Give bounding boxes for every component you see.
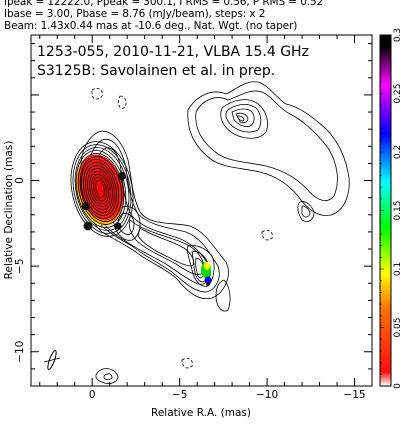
- axis-tick-labels: 0 −5 −10 −15 0 −5 −10: [14, 177, 366, 401]
- colorbar-tick-label: 0.15: [393, 200, 403, 220]
- core-contours: [70, 141, 134, 237]
- colorbar-tick-label: 0.2: [393, 145, 403, 159]
- plot-subtitle: S3125B: Savolainen et al. in prep.: [37, 63, 275, 79]
- colorbar-tick-label: 0: [393, 383, 403, 389]
- beam-ellipse: [47, 350, 57, 370]
- y-tick-label: −10: [14, 341, 26, 363]
- colorbar-tick-label: 0.1: [393, 262, 403, 276]
- header-line-1: Ipeak = 12222.0, Ppeak = 300.1, I RMS = …: [4, 0, 324, 8]
- x-axis-label: Relative R.A. (mas): [151, 407, 251, 419]
- core-spot: [114, 222, 122, 230]
- core-spot: [83, 221, 93, 231]
- x-tick-label: −15: [343, 389, 365, 401]
- core-spot: [82, 202, 90, 210]
- colorbar-ticks: 0 0.05 0.1 0.15 0.2 0.25 0.3: [380, 28, 403, 389]
- plot-title: 1253-055, 2010-11-21, VLBA 15.4 GHz: [37, 44, 309, 60]
- x-tick-label: 0: [89, 389, 96, 401]
- plot-area: [43, 81, 350, 384]
- header-line-3: Beam: 1.43x0.44 mas at -10.6 deg., Nat. …: [4, 20, 298, 32]
- y-tick-label: −5: [14, 258, 26, 273]
- colorbar-tick-label: 0.3: [393, 28, 403, 42]
- core-spot: [118, 172, 126, 180]
- header-line-2: Ibase = 3.00, Pbase = 8.76 (mJy/beam), s…: [4, 8, 266, 20]
- contour-extended: [187, 81, 350, 216]
- x-tick-label: −10: [256, 389, 278, 401]
- y-axis-label: Relative Declination (mas): [3, 141, 15, 280]
- axis-ticks: [31, 35, 373, 387]
- y-tick-label: 0: [14, 177, 26, 184]
- colorbar-tick-label: 0.05: [393, 317, 403, 337]
- colorbar-tick-label: 0.25: [393, 83, 403, 103]
- contour-envelope: [80, 130, 229, 300]
- x-tick-label: −5: [172, 389, 187, 401]
